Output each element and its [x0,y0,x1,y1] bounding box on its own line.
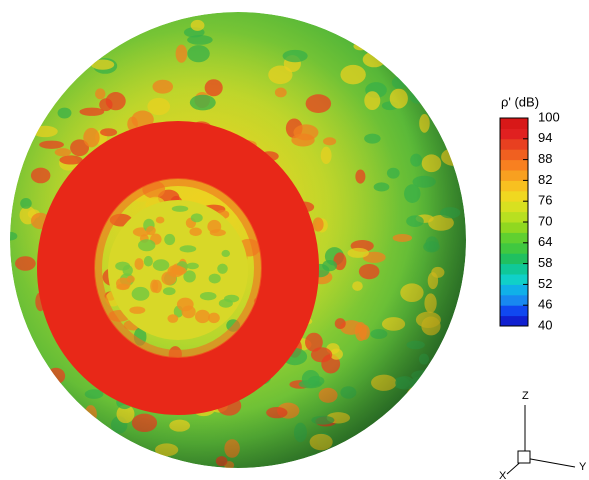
surface-spot [18,52,33,72]
colorbar-band [500,232,528,244]
surface-spot [12,396,28,414]
surface-spot [442,77,463,87]
triad-label: Y [579,461,587,473]
surface-spot [362,435,384,454]
surface-spot [439,35,451,56]
triad-y [524,457,576,468]
colorbar-band [500,138,528,150]
sphere-shade [10,12,466,468]
colorbar-band [500,190,528,202]
surface-spot [10,423,17,441]
surface-spot [434,91,448,108]
surface-spot [377,42,390,52]
surface-spot [15,49,39,69]
surface-spot [15,111,40,124]
colorbar-band [500,263,528,275]
triad-label: Z [522,390,529,402]
surface-spot [458,105,466,120]
surface-spot [41,53,52,69]
surface-spot [432,20,456,39]
surface-spot [449,106,461,120]
colorbar-tick-label: 52 [538,276,552,291]
colorbar-band [500,284,528,296]
axis-triad [506,405,576,475]
sphere [10,12,466,468]
surface-spot [10,386,19,400]
colorbar: 100 94 88 82 76 70 64 58 52 46 40 [499,109,560,332]
colorbar-tick-label: 94 [538,130,552,145]
surface-spot [82,444,98,457]
colorbar-band [500,180,528,192]
colorbar-band [500,149,528,161]
surface-spot [373,421,396,434]
colorbar-band [500,118,528,129]
surface-spot [397,425,418,436]
surface-spot [395,47,413,67]
surface-spot [414,422,441,432]
surface-spot [20,385,34,401]
colorbar-band [500,201,528,213]
colorbar-band [500,242,528,254]
surface-spot [397,420,408,438]
surface-spot [438,352,453,370]
surface-spot [33,12,57,26]
colorbar-tick-label: 58 [538,255,552,270]
surface-spot [10,59,26,69]
colorbar-band [500,159,528,171]
colorbar-band [500,253,528,265]
surface-spot [37,12,52,22]
colorbar-band [500,294,528,306]
surface-spot [423,462,446,468]
surface-spot [10,68,25,79]
surface-spot [438,425,458,442]
surface-spot [412,56,423,76]
surface-spot [447,128,466,142]
surface-spot [20,425,45,435]
colorbar-band [500,170,528,181]
surface-spot [10,355,33,372]
surface-spot [10,107,30,123]
colorbar-tick-label: 64 [538,234,552,249]
surface-spot [18,41,29,57]
colorbar-band [500,274,528,285]
surface-spot [378,443,390,455]
colorbar-band [500,315,528,327]
colorbar-band [500,211,528,223]
colorbar-title: ρ' (dB) [501,94,539,109]
colorbar-tick-label: 82 [538,172,552,187]
colorbar-tick-label: 40 [538,317,552,332]
triad-label: X [499,470,507,480]
colorbar-tick-label: 70 [538,213,552,228]
colorbar-band [500,128,528,140]
colorbar-tick-label: 76 [538,193,552,208]
colorbar-band [500,305,528,317]
surface-spot [445,409,459,423]
colorbar-tick-label: 46 [538,297,552,312]
surface-spot [438,367,463,381]
surface-spot [77,40,98,55]
surface-spot [41,410,65,427]
colorbar-band [500,222,528,233]
colorbar-tick-label: 100 [538,109,560,124]
triad-box [517,450,531,464]
surface-spot [90,20,110,31]
colorbar-tick-label: 88 [538,151,552,166]
surface-spot [439,355,461,372]
surface-spot [400,31,420,46]
surface-spot [374,435,393,451]
